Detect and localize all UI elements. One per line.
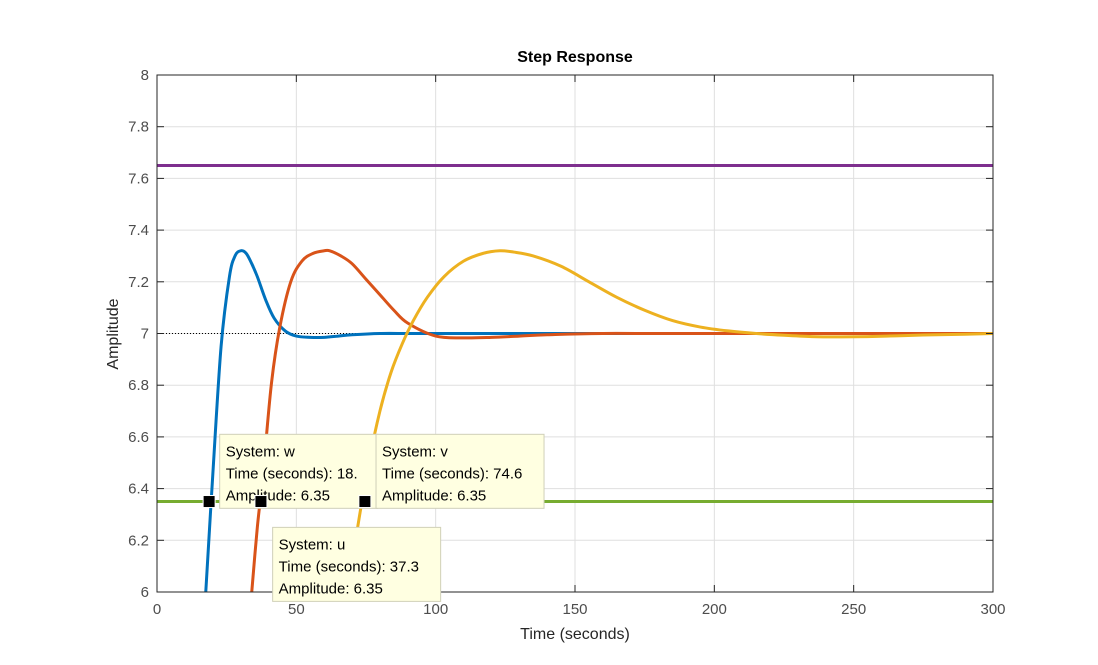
tick-label-layer: 0 50 100 150 200 250 300 6 6.2 6.4 6.6 6.8 7 7.2 7.4 7.… (128, 67, 1005, 618)
y-tick-label: 7.8 (128, 119, 149, 136)
x-tick-label: 50 (288, 601, 305, 618)
series-v-line (346, 249, 994, 593)
y-tick-label: 6.8 (128, 377, 149, 394)
y-tick-label: 7.2 (128, 274, 149, 291)
tick-layer (156, 74, 994, 593)
datatip-text: System: u (279, 536, 346, 553)
y-tick-label: 7.6 (128, 170, 149, 187)
series-u-line (250, 248, 993, 593)
datatip-1: System: u Time (seconds): 37.3 Amplitude: … (272, 526, 442, 602)
y-tick-label: 7 (141, 326, 149, 343)
datatip-text: Amplitude: 6.35 (382, 487, 486, 504)
datatip-text: Time (seconds): 18. (226, 465, 358, 482)
x-tick-label: 150 (562, 601, 587, 618)
datatip-box (272, 526, 442, 602)
datatip-text: Amplitude: 6.35 (279, 580, 383, 597)
x-tick-label: 250 (841, 601, 866, 618)
datatip-2: System: v Time (seconds): 74.6 Amplitude: … (375, 433, 545, 509)
datatip-0: System: w Time (seconds): 18. Amplitude: 6… (219, 433, 379, 509)
datatip-box (375, 433, 545, 509)
datatip-box (219, 433, 379, 509)
y-tick-label: 8 (141, 67, 149, 84)
y-tick-label: 6.4 (128, 481, 149, 498)
datatip-text: Amplitude: 6.35 (226, 487, 330, 504)
chart-title: Step Response (517, 49, 633, 66)
y-tick-label: 7.4 (128, 222, 149, 239)
y-axis-title: Amplitude (105, 298, 122, 369)
y-tick-label: 6.6 (128, 429, 149, 446)
y-tick-label: 6 (141, 584, 149, 601)
datatip-text: System: w (226, 443, 295, 460)
series-w-line (204, 249, 993, 593)
x-tick-label: 300 (980, 601, 1005, 618)
datatip-marker (254, 495, 268, 509)
x-tick-label: 0 (153, 601, 161, 618)
datatip-marker (202, 495, 216, 509)
datatip-marker (358, 495, 372, 509)
datatip-text: Time (seconds): 74.6 (382, 465, 522, 482)
datatip-text: System: v (382, 443, 448, 460)
x-axis-title: Time (seconds) (520, 626, 630, 643)
y-tick-label: 6.2 (128, 532, 149, 549)
datatip-text: Time (seconds): 37.3 (279, 558, 419, 575)
x-tick-label: 100 (423, 601, 448, 618)
datatip-layer: System: w Time (seconds): 18. Amplitude: 6… (202, 433, 545, 602)
x-tick-label: 200 (702, 601, 727, 618)
